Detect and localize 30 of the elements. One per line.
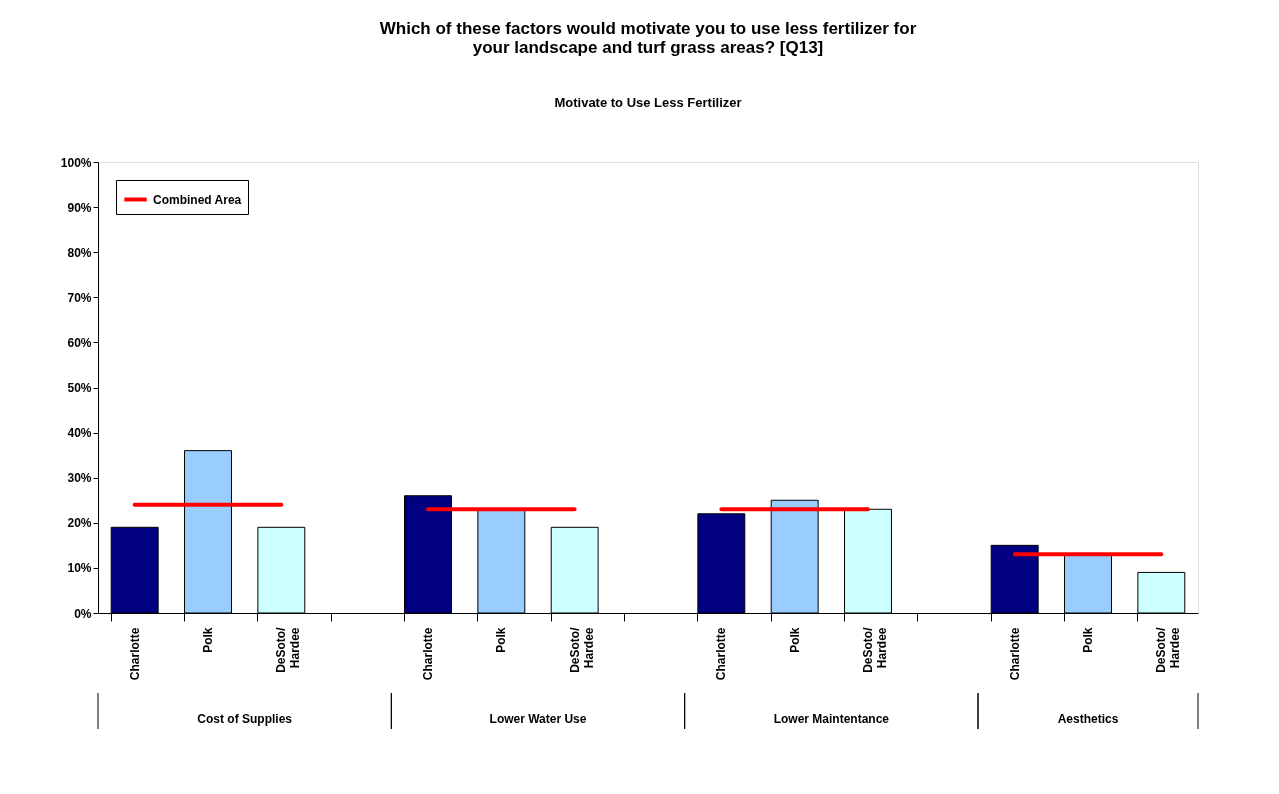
chart-subtitle: Motivate to Use Less Fertilizer [554,95,742,110]
x-tick-label: Polk [1081,627,1095,653]
y-tick-label: 40% [67,426,92,441]
x-tick-label: Charlotte [714,627,729,681]
x-tick-label: DeSoto/ Hardee [1154,626,1183,673]
text: Cost of Supplies [197,712,293,726]
y-tick-label: 80% [67,245,92,260]
x-tick-label: DeSoto/ Hardee [274,626,303,673]
x-tick-label: Charlotte [127,627,142,681]
text: Aesthetics [1057,712,1119,726]
x-tick-label: Polk [787,627,802,653]
y-tick-label: 70% [67,290,92,305]
x-tick-label: Polk [494,627,509,653]
y-tick-label: 60% [67,335,92,350]
y-tick-label: 90% [67,200,92,215]
text: Lower Maintentance [773,712,890,726]
legend-label: Combined Area [153,192,242,207]
y-tick-label: 100% [60,155,92,170]
text: Lower Water Use [489,712,587,726]
x-tick-label: DeSoto/ Hardee [861,626,889,673]
y-tick-label: 30% [67,471,92,486]
chart-title: Which of these factors would motivate you to use less fertilizer for your landscape and turf grass areas? [Q13] [379,19,917,57]
x-tick-label: Charlotte [1007,627,1022,681]
x-tick-label: Polk [201,627,215,653]
y-tick-label: 20% [67,516,92,531]
y-tick-label: 50% [67,381,92,395]
x-tick-label: DeSoto/ Hardee [567,626,596,673]
y-tick-label: 0% [74,606,92,621]
x-tick-label: Charlotte [421,627,435,681]
y-tick-label: 10% [67,561,92,576]
